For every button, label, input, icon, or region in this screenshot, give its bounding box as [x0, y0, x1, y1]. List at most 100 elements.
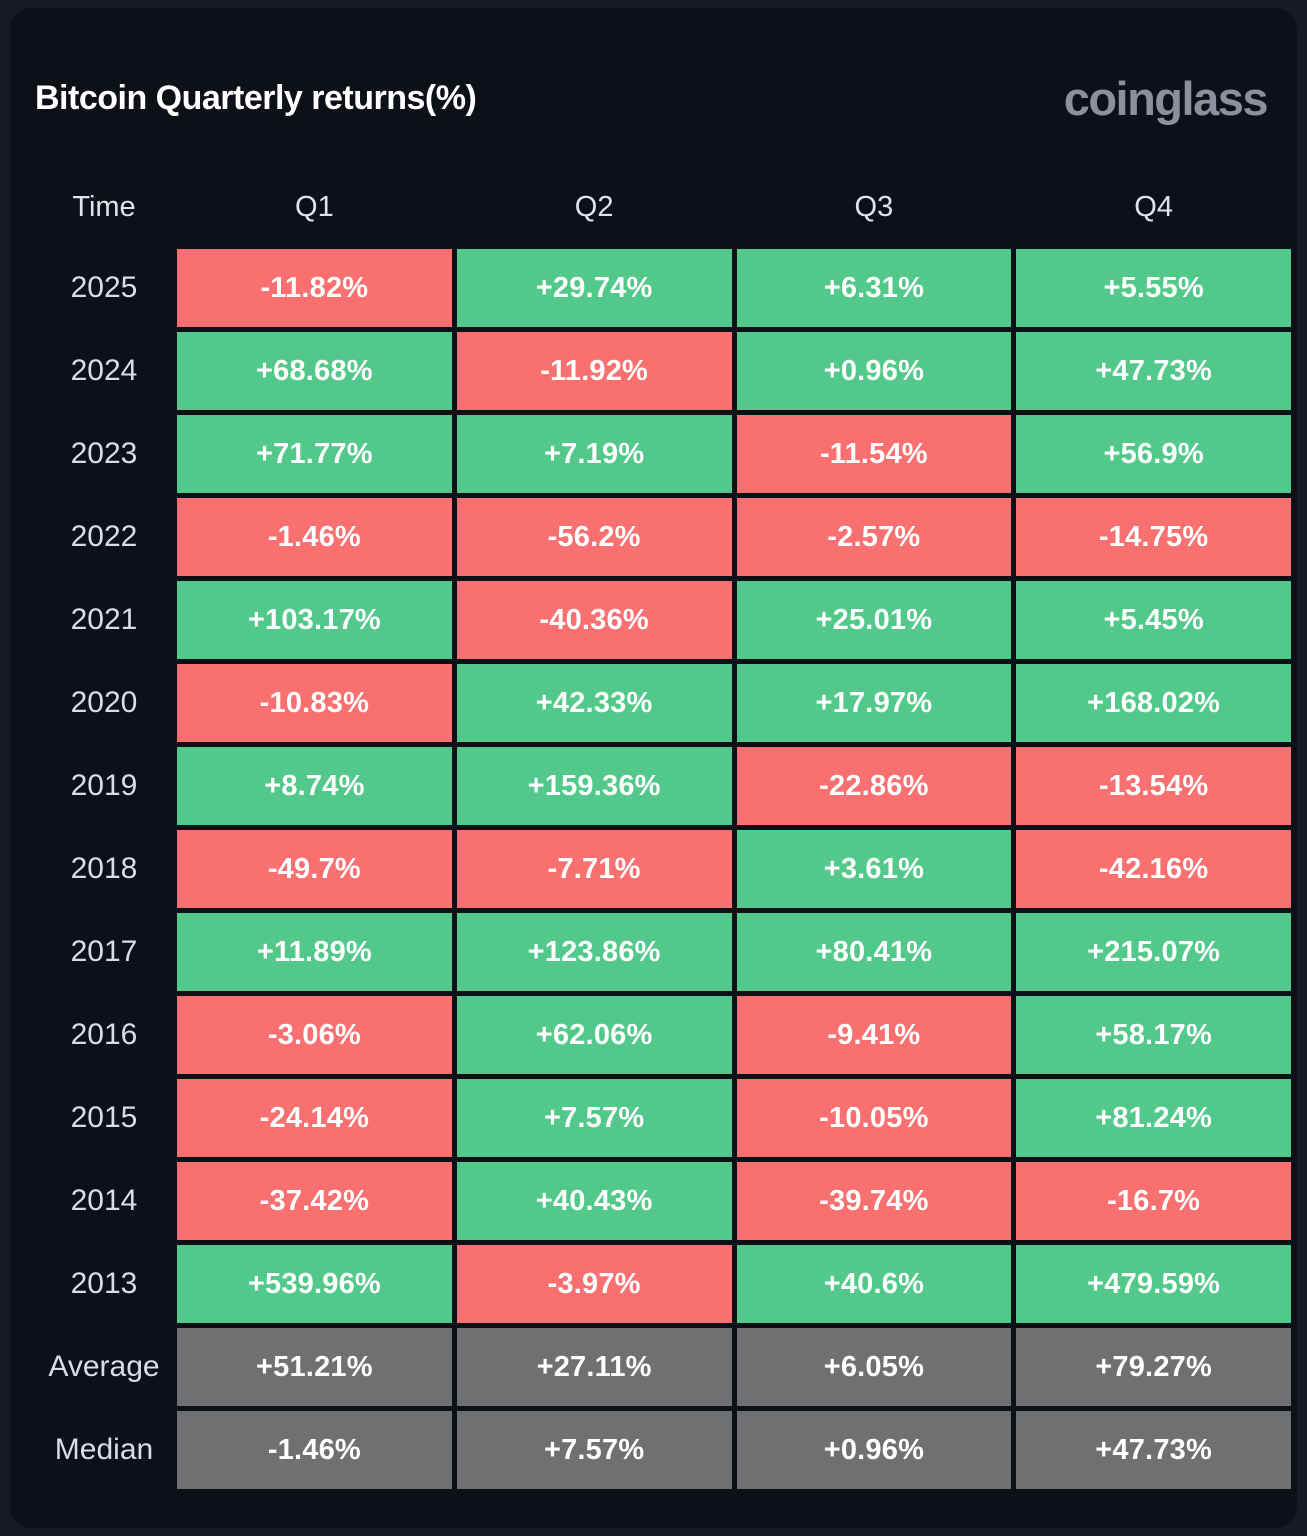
- return-cell: +168.02%: [1016, 664, 1291, 742]
- return-cell: +0.96%: [736, 332, 1012, 410]
- row-label: 2024: [70, 354, 138, 387]
- return-cell: +11.89%: [177, 913, 452, 991]
- column-header-q3: Q3: [854, 190, 894, 223]
- row-label: 2019: [70, 769, 138, 802]
- return-cell: +27.11%: [456, 1328, 732, 1406]
- table-row-2018: 2018 -49.7% -7.71% +3.61% -42.16%: [10, 830, 1297, 908]
- table-row-2017: 2017 +11.89% +123.86% +80.41% +215.07%: [10, 913, 1297, 991]
- column-header-q4: Q4: [1134, 190, 1173, 223]
- row-label: 2020: [70, 686, 138, 719]
- return-cell: -11.54%: [736, 415, 1012, 493]
- table-row-2024: 2024 +68.68% -11.92% +0.96% +47.73%: [10, 332, 1297, 410]
- return-cell: +6.05%: [736, 1328, 1012, 1406]
- row-label: 2022: [70, 520, 138, 553]
- return-cell: -3.06%: [177, 996, 452, 1074]
- return-cell: +40.43%: [456, 1162, 732, 1240]
- column-header-q2: Q2: [574, 190, 614, 223]
- return-cell: -56.2%: [456, 498, 732, 576]
- return-cell: +79.27%: [1016, 1328, 1291, 1406]
- return-cell: +56.9%: [1016, 415, 1291, 493]
- table-row-2025: 2025 -11.82% +29.74% +6.31% +5.55%: [10, 249, 1297, 327]
- return-cell: +0.96%: [736, 1411, 1012, 1489]
- row-label: 2018: [70, 852, 138, 885]
- return-cell: -1.46%: [177, 1411, 452, 1489]
- row-label: 2013: [70, 1267, 138, 1300]
- table-row-2023: 2023 +71.77% +7.19% -11.54% +56.9%: [10, 415, 1297, 493]
- column-header-q1: Q1: [295, 190, 334, 223]
- return-cell: +68.68%: [177, 332, 452, 410]
- return-cell: -10.83%: [177, 664, 452, 742]
- row-label: 2014: [70, 1184, 138, 1217]
- return-cell: -42.16%: [1016, 830, 1291, 908]
- returns-table: 2025 -11.82% +29.74% +6.31% +5.55% 2024 +68.68…: [10, 249, 1297, 1489]
- return-cell: +123.86%: [456, 913, 732, 991]
- return-cell: +17.97%: [736, 664, 1012, 742]
- return-cell: +40.6%: [736, 1245, 1012, 1323]
- row-label: 2015: [70, 1101, 138, 1134]
- return-cell: -10.05%: [736, 1079, 1012, 1157]
- table-row-2021: 2021 +103.17% -40.36% +25.01% +5.45%: [10, 581, 1297, 659]
- return-cell: +479.59%: [1016, 1245, 1291, 1323]
- return-cell: -7.71%: [456, 830, 732, 908]
- return-cell: +58.17%: [1016, 996, 1291, 1074]
- row-label: Median: [54, 1433, 154, 1466]
- table-row-2022: 2022 -1.46% -56.2% -2.57% -14.75%: [10, 498, 1297, 576]
- table-row-average: Average +51.21% +27.11% +6.05% +79.27%: [10, 1328, 1297, 1406]
- return-cell: +5.55%: [1016, 249, 1291, 327]
- return-cell: -2.57%: [736, 498, 1012, 576]
- return-cell: -22.86%: [736, 747, 1012, 825]
- return-cell: +80.41%: [736, 913, 1012, 991]
- return-cell: -40.36%: [456, 581, 732, 659]
- return-cell: +29.74%: [456, 249, 732, 327]
- return-cell: +71.77%: [177, 415, 452, 493]
- page-title: Bitcoin Quarterly returns(%): [35, 78, 477, 117]
- quarterly-returns-panel: Bitcoin Quarterly returns(%) coinglass T…: [10, 8, 1297, 1528]
- table-row-2020: 2020 -10.83% +42.33% +17.97% +168.02%: [10, 664, 1297, 742]
- return-cell: +3.61%: [736, 830, 1012, 908]
- return-cell: +25.01%: [736, 581, 1012, 659]
- return-cell: +103.17%: [177, 581, 452, 659]
- return-cell: +47.73%: [1016, 1411, 1291, 1489]
- row-label: 2016: [70, 1018, 138, 1051]
- row-label: 2021: [70, 603, 138, 636]
- row-label: 2017: [70, 935, 138, 968]
- table-row-median: Median -1.46% +7.57% +0.96% +47.73%: [10, 1411, 1297, 1489]
- return-cell: +42.33%: [456, 664, 732, 742]
- return-cell: +215.07%: [1016, 913, 1291, 991]
- return-cell: +7.19%: [456, 415, 732, 493]
- table-row-2019: 2019 +8.74% +159.36% -22.86% -13.54%: [10, 747, 1297, 825]
- table-row-2016: 2016 -3.06% +62.06% -9.41% +58.17%: [10, 996, 1297, 1074]
- return-cell: +539.96%: [177, 1245, 452, 1323]
- return-cell: -14.75%: [1016, 498, 1291, 576]
- table-row-2014: 2014 -37.42% +40.43% -39.74% -16.7%: [10, 1162, 1297, 1240]
- return-cell: -37.42%: [177, 1162, 452, 1240]
- return-cell: +51.21%: [177, 1328, 452, 1406]
- table-header-row: Time Q1 Q2 Q3 Q4: [10, 187, 1297, 227]
- return-cell: +7.57%: [456, 1411, 732, 1489]
- return-cell: -1.46%: [177, 498, 452, 576]
- return-cell: -39.74%: [736, 1162, 1012, 1240]
- table-row-2013: 2013 +539.96% -3.97% +40.6% +479.59%: [10, 1245, 1297, 1323]
- return-cell: +6.31%: [736, 249, 1012, 327]
- return-cell: -11.92%: [456, 332, 732, 410]
- row-label: 2025: [70, 271, 138, 304]
- return-cell: -16.7%: [1016, 1162, 1291, 1240]
- return-cell: +7.57%: [456, 1079, 732, 1157]
- panel-header: Bitcoin Quarterly returns(%) coinglass: [35, 66, 1269, 130]
- return-cell: -3.97%: [456, 1245, 732, 1323]
- row-label: 2023: [70, 437, 138, 470]
- column-header-time: Time: [72, 190, 136, 223]
- row-label: Average: [48, 1350, 160, 1383]
- return-cell: -24.14%: [177, 1079, 452, 1157]
- return-cell: +159.36%: [456, 747, 732, 825]
- return-cell: -49.7%: [177, 830, 452, 908]
- return-cell: +62.06%: [456, 996, 732, 1074]
- return-cell: +8.74%: [177, 747, 452, 825]
- return-cell: -9.41%: [736, 996, 1012, 1074]
- return-cell: +5.45%: [1016, 581, 1291, 659]
- return-cell: +47.73%: [1016, 332, 1291, 410]
- coinglass-logo: coinglass: [1063, 71, 1269, 125]
- return-cell: -11.82%: [177, 249, 452, 327]
- return-cell: +81.24%: [1016, 1079, 1291, 1157]
